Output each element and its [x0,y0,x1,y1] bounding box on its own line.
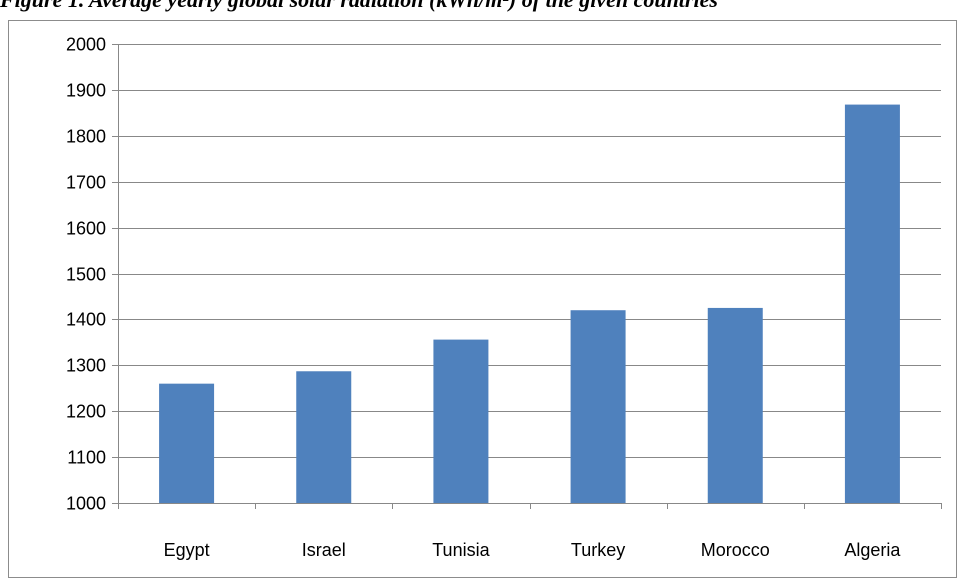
y-tick-label: 1600 [66,219,106,239]
figure-caption: Figure 1. Average yearly global solar ra… [0,0,959,13]
x-tick-label-algeria: Algeria [844,540,901,560]
bars [159,104,900,503]
y-tick-label: 1900 [66,81,106,101]
gridlines [118,44,941,458]
y-tick-label: 1000 [66,494,106,514]
y-tick-label: 1700 [66,173,106,193]
bar-turkey [570,310,626,503]
bar-algeria [844,104,900,503]
x-tick-label-egypt: Egypt [164,540,210,560]
x-tick-label-tunisia: Tunisia [432,540,490,560]
y-tick-label: 1400 [66,310,106,330]
x-tick-label-israel: Israel [302,540,346,560]
x-tick-labels: Egypt Israel Tunisia Turkey Morocco Algeria [164,540,902,560]
bar-morocco [707,307,763,503]
bar-egypt [159,383,215,503]
y-tick-label: 1300 [66,356,106,376]
y-tick-labels: 1000 1100 1200 1300 1400 1500 1600 1700 1800 1900… [66,35,106,514]
y-tick-label: 2000 [66,35,106,55]
y-tick-label: 1100 [67,448,106,468]
axes [112,44,942,509]
y-tick-label: 1800 [66,127,106,147]
y-tick-label: 1500 [66,265,106,285]
x-tick-label-turkey: Turkey [571,540,625,560]
bar-tunisia [433,339,489,503]
bar-israel [296,371,352,503]
y-tick-label: 1200 [66,402,106,422]
x-tick-label-morocco: Morocco [701,540,770,560]
